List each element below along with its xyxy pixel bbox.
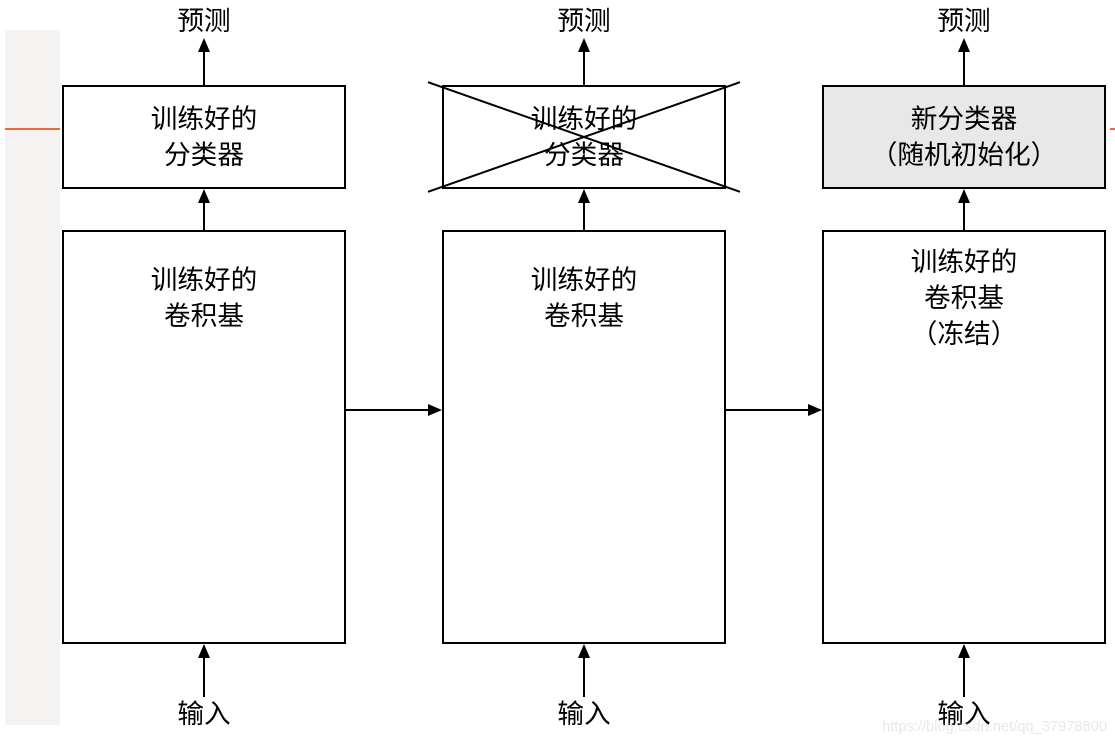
arrow-stage-1 (0, 0, 1115, 739)
watermark-text: https://blog.csdn.net/qq_37978800 (882, 719, 1107, 735)
